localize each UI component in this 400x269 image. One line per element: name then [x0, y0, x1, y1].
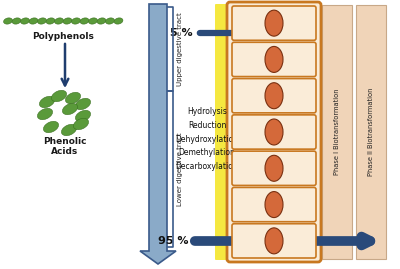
Ellipse shape	[38, 18, 46, 24]
FancyBboxPatch shape	[232, 115, 316, 149]
Ellipse shape	[40, 96, 54, 108]
Text: Upper digestive tract: Upper digestive tract	[177, 12, 183, 86]
Text: 5 %: 5 %	[170, 28, 193, 38]
Ellipse shape	[76, 98, 90, 110]
Ellipse shape	[265, 10, 283, 36]
Ellipse shape	[265, 228, 283, 254]
Ellipse shape	[12, 18, 21, 24]
Bar	[356, 5, 386, 259]
Text: 95 %: 95 %	[158, 236, 188, 246]
Ellipse shape	[265, 155, 283, 181]
Ellipse shape	[76, 110, 90, 122]
Ellipse shape	[265, 119, 283, 145]
Ellipse shape	[52, 90, 66, 102]
Text: Polyphenols: Polyphenols	[32, 32, 94, 41]
Ellipse shape	[46, 18, 55, 24]
Ellipse shape	[38, 108, 52, 120]
Ellipse shape	[66, 92, 80, 104]
Text: Hydrolysis
Reduction
Dehydroxylation
Demethylation
Decarboxylation: Hydrolysis Reduction Dehydroxylation Dem…	[176, 107, 238, 171]
Ellipse shape	[72, 18, 80, 24]
Ellipse shape	[80, 18, 89, 24]
FancyBboxPatch shape	[232, 6, 316, 40]
Text: Phenolic
Acids: Phenolic Acids	[43, 137, 87, 156]
Ellipse shape	[63, 18, 72, 24]
FancyBboxPatch shape	[232, 79, 316, 113]
Text: Phase II Biotransformation: Phase II Biotransformation	[368, 88, 374, 176]
Ellipse shape	[29, 18, 38, 24]
Ellipse shape	[20, 18, 30, 24]
FancyBboxPatch shape	[227, 2, 321, 262]
Ellipse shape	[106, 18, 114, 24]
Ellipse shape	[265, 47, 283, 72]
Ellipse shape	[44, 121, 58, 133]
Text: Phase I Biotransformation: Phase I Biotransformation	[334, 89, 340, 175]
Ellipse shape	[62, 124, 76, 136]
Ellipse shape	[74, 118, 88, 130]
Ellipse shape	[97, 18, 106, 24]
FancyBboxPatch shape	[232, 187, 316, 222]
Polygon shape	[140, 4, 176, 264]
Ellipse shape	[114, 18, 123, 24]
FancyBboxPatch shape	[232, 151, 316, 185]
Ellipse shape	[54, 18, 64, 24]
FancyBboxPatch shape	[215, 4, 231, 260]
Ellipse shape	[265, 83, 283, 109]
Ellipse shape	[265, 192, 283, 218]
Text: Lower digestive tract: Lower digestive tract	[177, 132, 183, 206]
FancyBboxPatch shape	[232, 224, 316, 258]
Ellipse shape	[4, 18, 12, 24]
Bar	[322, 5, 352, 259]
FancyBboxPatch shape	[232, 42, 316, 77]
Ellipse shape	[62, 103, 78, 115]
Ellipse shape	[88, 18, 98, 24]
